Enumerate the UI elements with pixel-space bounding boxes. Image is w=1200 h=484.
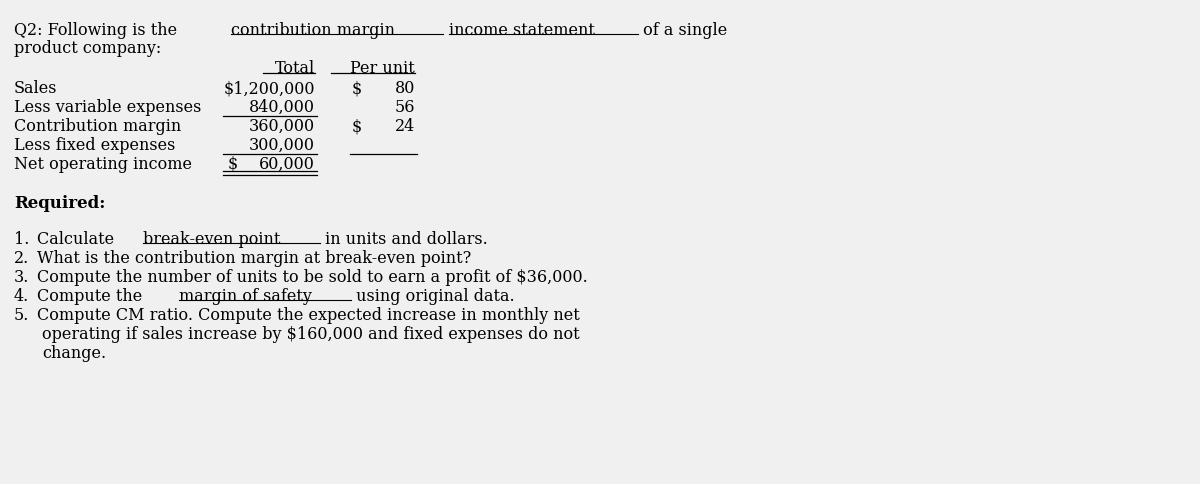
Text: product company:: product company:: [14, 40, 161, 57]
Text: 2.: 2.: [14, 249, 29, 267]
Text: 24: 24: [395, 118, 415, 135]
Text: 60,000: 60,000: [259, 156, 314, 173]
Text: Per unit: Per unit: [350, 60, 415, 77]
Text: change.: change.: [42, 344, 106, 361]
Text: $1,200,000: $1,200,000: [223, 80, 314, 97]
Text: $: $: [352, 118, 362, 135]
Text: 300,000: 300,000: [250, 136, 314, 154]
Text: income statement: income statement: [449, 22, 595, 39]
Text: Contribution margin: Contribution margin: [14, 118, 181, 135]
Text: Total: Total: [275, 60, 314, 77]
Text: Required:: Required:: [14, 195, 106, 212]
Text: Compute CM ratio. Compute the expected increase in monthly net: Compute CM ratio. Compute the expected i…: [37, 306, 580, 323]
Text: 56: 56: [395, 99, 415, 116]
Text: Compute the number of units to be sold to earn a profit of $36,000.: Compute the number of units to be sold t…: [37, 269, 588, 286]
Text: in units and dollars.: in units and dollars.: [320, 230, 488, 247]
Text: 1.: 1.: [14, 230, 29, 247]
Text: $: $: [228, 156, 239, 173]
Text: Calculate: Calculate: [37, 230, 119, 247]
Text: of a single: of a single: [637, 22, 727, 39]
Text: Q2: Following is the: Q2: Following is the: [14, 22, 182, 39]
Text: $: $: [352, 80, 362, 97]
Text: 4.: 4.: [14, 287, 29, 304]
Text: 840,000: 840,000: [250, 99, 314, 116]
Text: Net operating income: Net operating income: [14, 156, 192, 173]
Text: 5.: 5.: [14, 306, 29, 323]
Text: break-even point: break-even point: [143, 230, 281, 247]
Text: Sales: Sales: [14, 80, 58, 97]
Text: using original data.: using original data.: [350, 287, 514, 304]
Text: contribution margin: contribution margin: [232, 22, 395, 39]
Text: margin of safety: margin of safety: [179, 287, 312, 304]
Text: Less fixed expenses: Less fixed expenses: [14, 136, 175, 154]
Text: 3.: 3.: [14, 269, 29, 286]
Text: Less variable expenses: Less variable expenses: [14, 99, 202, 116]
Text: 360,000: 360,000: [248, 118, 314, 135]
Text: operating if sales increase by $160,000 and fixed expenses do not: operating if sales increase by $160,000 …: [42, 325, 580, 342]
Text: 80: 80: [395, 80, 415, 97]
Text: What is the contribution margin at break-even point?: What is the contribution margin at break…: [37, 249, 470, 267]
Text: Compute the: Compute the: [37, 287, 148, 304]
